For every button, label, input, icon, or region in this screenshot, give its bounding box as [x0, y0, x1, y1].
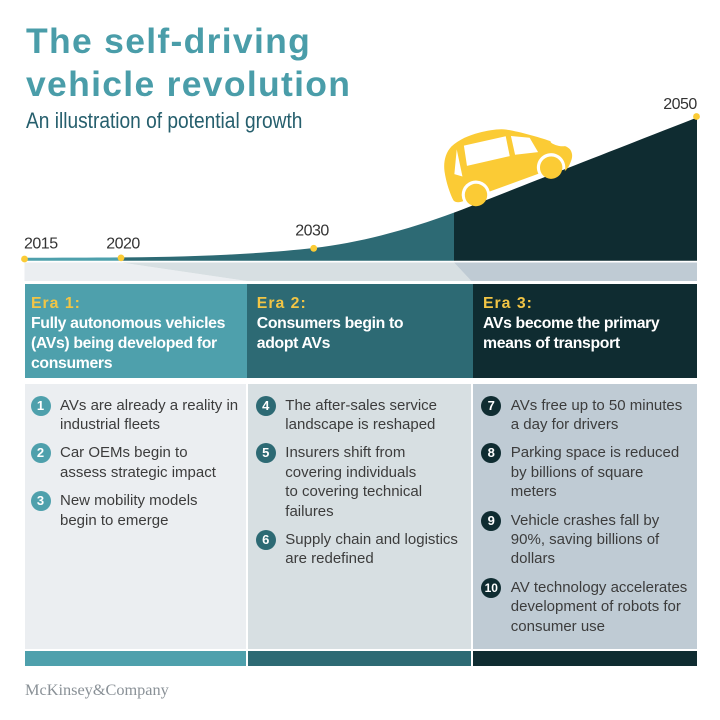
svg-text:2015: 2015: [24, 235, 58, 252]
svg-text:2020: 2020: [106, 235, 140, 252]
svg-text:2050: 2050: [663, 96, 697, 113]
svg-text:2030: 2030: [295, 223, 329, 240]
